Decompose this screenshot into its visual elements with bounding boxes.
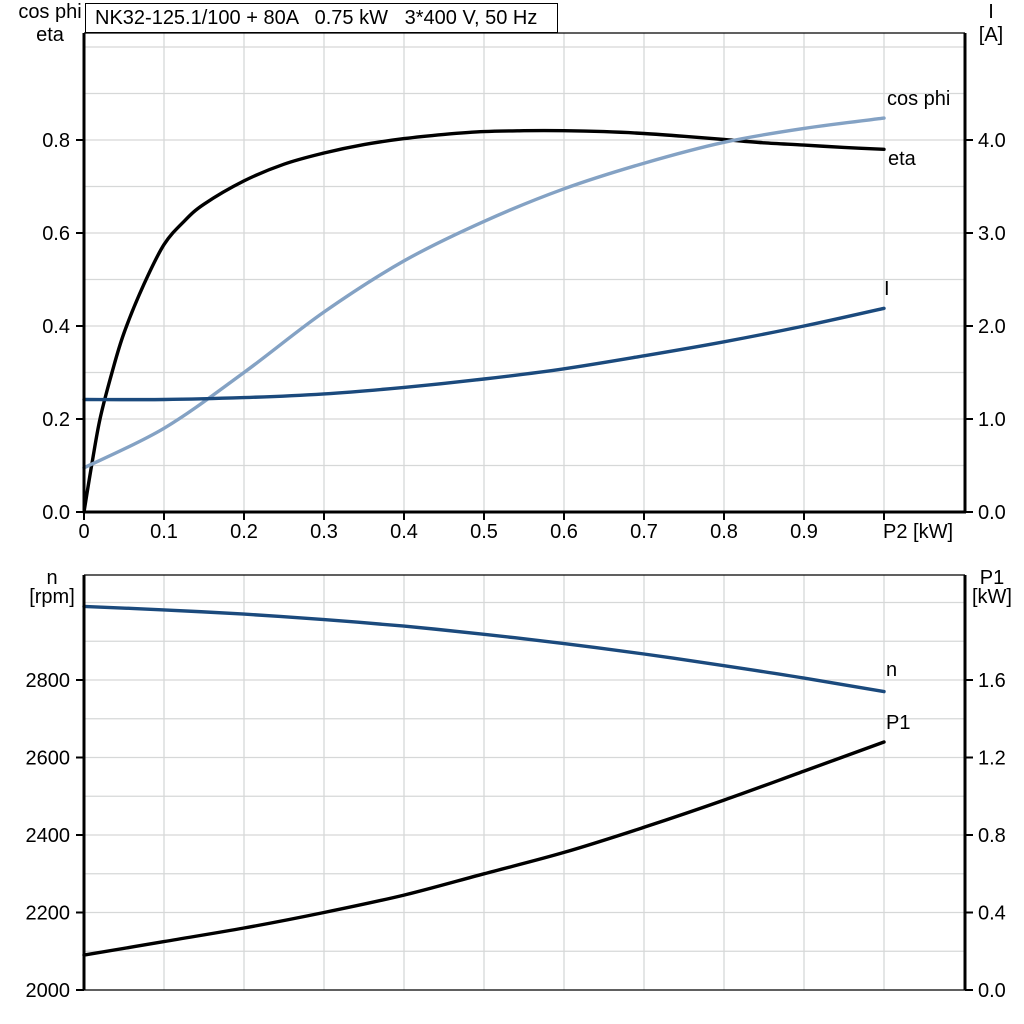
right-axis-tick-label: 4.0 [978,130,1006,152]
right-axis-tick-label: 1.0 [978,409,1006,431]
x-axis-tick-label: 0.6 [550,521,578,543]
series-n-curve [82,604,886,694]
right-axis-title: [kW] [972,586,1012,608]
left-axis-title: eta [36,24,65,46]
x-axis-tick-label: 0.4 [390,521,418,543]
left-axis-title: cos phi [18,1,81,23]
series-cos-phi-curve [82,116,886,470]
right-axis-tick-label: 0.0 [978,502,1006,524]
left-axis-tick-label: 0.8 [42,130,70,152]
right-axis-title: [A] [979,24,1003,46]
left-axis-tick-label: 2200 [26,903,71,925]
series-eta-label: eta [888,148,917,170]
chart-motor-electrical: 0.0 0.2 0.4 0.6 0.8 0.0 1.0 2.0 3.0 4.0 0 0.1 0.2 0.3… [18,1,1006,543]
left-axis-title: [rpm] [29,586,75,608]
right-axis-tick-label: 0.8 [978,825,1006,847]
left-axis-tick-label: 2600 [26,748,71,770]
x-axis-tick-label: P2 [kW] [883,521,953,543]
right-axis-tick-label: 0.0 [978,980,1006,1002]
right-axis-title: I [988,1,994,23]
left-axis-tick-label: 2400 [26,825,71,847]
right-axis-tick-label: 3.0 [978,223,1006,245]
left-axis-tick-label: 2800 [26,670,71,692]
x-axis-tick-label: 0.5 [470,521,498,543]
series-I-curve [82,306,886,402]
series-eta-curve [82,128,886,514]
x-axis-tick-label: 0.3 [310,521,338,543]
left-axis-tick-label: 2000 [26,980,71,1002]
series-n-label: n [886,659,897,681]
left-axis-title: n [46,567,57,589]
x-axis-tick-label: 0.7 [630,521,658,543]
left-axis-tick-label: 0.6 [42,223,70,245]
x-axis-tick-label: 0.1 [150,521,178,543]
left-axis-tick-label: 0.2 [42,409,70,431]
x-axis-tick-label: 0 [78,521,89,543]
series-P1-label: P1 [886,712,910,734]
series-P1-curve [82,740,886,957]
x-axis-tick-label: 0.8 [710,521,738,543]
right-axis-tick-label: 1.2 [978,748,1006,770]
left-axis-tick-label: 0.0 [42,502,70,524]
right-axis-title: P1 [980,567,1004,589]
right-axis-tick-label: 1.6 [978,670,1006,692]
right-axis-tick-label: 2.0 [978,316,1006,338]
left-axis-tick-label: 0.4 [42,316,70,338]
x-axis-tick-label: 0.9 [790,521,818,543]
x-axis-tick-label: 0.2 [230,521,258,543]
chart-speed-power: 200022002400260028000.00.40.81.21.6n[rpm… [26,567,1013,1002]
series-I-label: I [884,278,890,300]
series-cos-phi-label: cos phi [887,88,950,110]
right-axis-tick-label: 0.4 [978,903,1006,925]
chart-title-box: NK32-125.1/100 + 80A 0.75 kW 3*400 V, 50… [85,3,558,33]
